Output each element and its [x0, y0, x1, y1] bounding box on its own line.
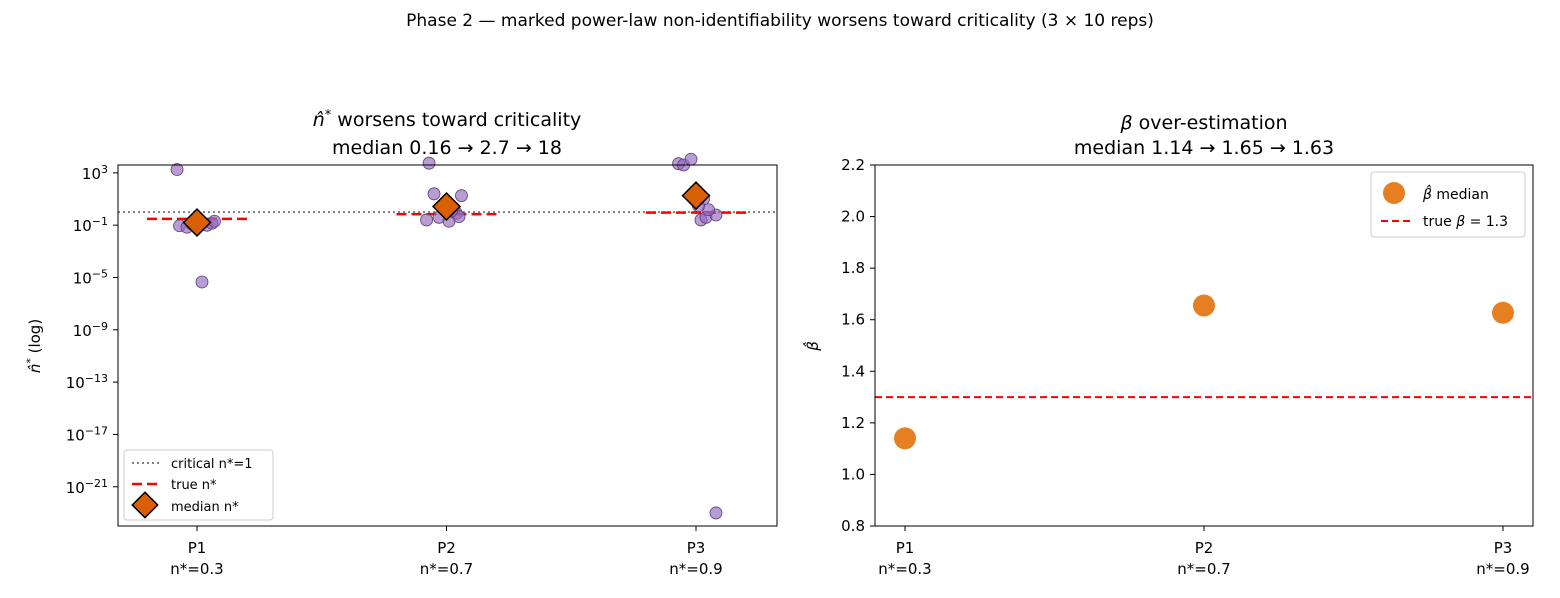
right-panel: β over-estimation median 1.14 → 1.65 → 1… — [802, 112, 1534, 578]
y-tick-label: 2.2 — [841, 156, 865, 174]
x-tick-sublabel: n*=0.9 — [669, 560, 722, 578]
legend-critical-label: critical n*=1 — [171, 457, 253, 472]
x-tick-sublabel: n*=0.3 — [170, 560, 223, 578]
right-plot-area — [875, 294, 1533, 450]
figure-suptitle: Phase 2 — marked power-law non-identifia… — [406, 11, 1154, 31]
y-tick-label: 10−1 — [73, 215, 108, 236]
right-title-line2: median 1.14 → 1.65 → 1.63 — [1074, 137, 1334, 159]
x-tick-label: P2 — [437, 539, 456, 557]
left-y-axis-label: n̂* (log) — [24, 319, 45, 373]
replicate-point — [422, 156, 436, 170]
right-y-axis-label: β̂ — [802, 341, 822, 352]
replicate-point — [455, 189, 468, 203]
x-tick-label: P2 — [1195, 539, 1214, 557]
legend-true-label: true n* — [171, 478, 217, 493]
y-tick-label: 1.4 — [841, 362, 865, 380]
x-tick-label: P3 — [1494, 539, 1513, 557]
x-tick-sublabel: n*=0.7 — [420, 560, 473, 578]
y-tick-label: 10−5 — [73, 267, 108, 288]
median-marker — [182, 208, 212, 237]
left-axes-frame — [117, 164, 778, 527]
x-tick-label: P1 — [896, 539, 915, 557]
y-tick-label: 1.6 — [841, 311, 865, 329]
left-axes: 103 10−1 10−5 10−9 10−13 10−17 10−21 P1 n*=0.3 P2… — [66, 162, 778, 578]
x-tick-label: P3 — [687, 539, 706, 557]
y-tick-label: 10−17 — [66, 424, 108, 445]
x-tick-label: P1 — [188, 539, 207, 557]
legend-beta-median-marker — [1383, 182, 1405, 204]
replicate-point — [208, 214, 221, 228]
x-tick-sublabel: n*=0.7 — [1177, 560, 1230, 578]
y-tick-label: 10−21 — [66, 476, 108, 497]
x-tick-sublabel: n*=0.9 — [1476, 560, 1529, 578]
y-tick-label: 2.0 — [841, 208, 865, 226]
replicate-point — [427, 187, 441, 201]
legend-beta-median-label: β̂ median — [1422, 184, 1489, 203]
beta-median-point — [1193, 294, 1215, 317]
y-tick-label: 0.8 — [841, 517, 865, 535]
left-panel: n̂* worsens toward criticality median 0.… — [24, 108, 778, 578]
replicate-point — [170, 163, 184, 176]
right-legend: β̂ median true β = 1.3 — [1370, 171, 1526, 238]
beta-median-point — [1492, 301, 1514, 324]
left-plot-area — [118, 152, 777, 520]
right-title-line1: β over-estimation — [1119, 112, 1287, 134]
left-legend: critical n*=1 true n* median n* — [123, 449, 274, 521]
right-axes: 0.8 1.0 1.2 1.4 1.6 1.8 2.0 2.2 P1 n*=0.3 P2 n*=0.7… — [841, 156, 1534, 578]
legend-true-beta-label: true β = 1.3 — [1423, 214, 1508, 230]
y-tick-label: 1.8 — [841, 259, 865, 277]
y-tick-label: 10−13 — [66, 372, 108, 393]
replicate-point — [684, 152, 698, 166]
y-tick-label: 10−9 — [73, 319, 108, 340]
left-title-line2: median 0.16 → 2.7 → 18 — [332, 137, 562, 159]
median-marker — [432, 191, 461, 221]
left-title-line1: n̂* worsens toward criticality — [313, 108, 582, 132]
legend-median-label: median n* — [171, 500, 239, 515]
x-tick-sublabel: n*=0.3 — [878, 560, 931, 578]
y-tick-label: 1.2 — [841, 414, 865, 432]
y-tick-label: 103 — [82, 162, 108, 183]
legend-median-marker — [131, 491, 159, 519]
beta-median-point — [894, 427, 916, 450]
median-marker — [681, 181, 711, 211]
replicate-point — [420, 213, 433, 227]
y-tick-label: 1.0 — [841, 465, 865, 483]
replicate-point — [709, 506, 723, 520]
replicate-point — [195, 275, 209, 289]
